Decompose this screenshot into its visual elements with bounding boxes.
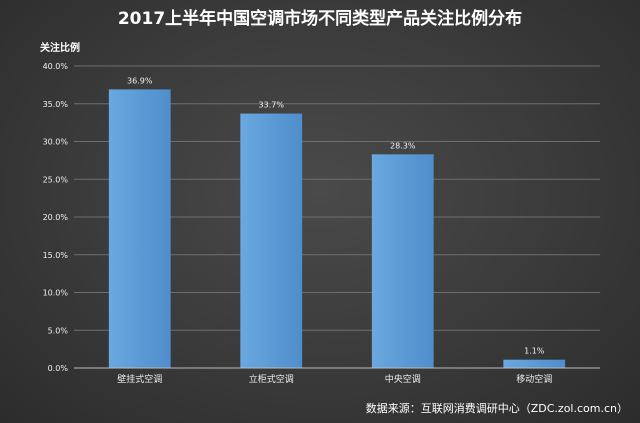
source-note: 数据来源：互联网消费调研中心（ZDC.zol.com.cn） xyxy=(366,401,628,415)
chart-title: 2017上半年中国空调市场不同类型产品关注比例分布 xyxy=(118,8,522,29)
category-label: 壁挂式空调 xyxy=(117,373,162,385)
bar-4 xyxy=(503,359,566,368)
y-tick-label: 25.0% xyxy=(43,175,69,184)
data-label: 36.9% xyxy=(127,76,153,85)
y-tick-label: 15.0% xyxy=(43,251,69,260)
y-tick-label: 0.0% xyxy=(48,364,69,373)
data-label: 33.7% xyxy=(259,101,285,110)
y-tick-label: 10.0% xyxy=(43,289,69,298)
category-label: 立柜式空调 xyxy=(249,373,294,385)
category-label: 中央空调 xyxy=(385,373,421,385)
y-tick-label: 20.0% xyxy=(43,213,69,222)
data-label: 1.1% xyxy=(524,347,545,356)
y-tick-labels: 0.0% 5.0% 10.0% 15.0% 20.0% 25.0% 30.0% 35.0% 40… xyxy=(43,62,69,373)
bar-1 xyxy=(108,89,171,368)
y-tick-label: 40.0% xyxy=(43,62,69,71)
y-tick-label: 5.0% xyxy=(48,326,69,335)
category-label: 移动空调 xyxy=(516,373,552,385)
y-tick-label: 30.0% xyxy=(43,138,69,147)
y-axis-label: 关注比例 xyxy=(40,41,80,54)
data-label: 28.3% xyxy=(390,141,416,150)
bar-2 xyxy=(240,113,303,368)
bars xyxy=(108,89,566,368)
bar-3 xyxy=(371,154,434,368)
category-labels: 壁挂式空调 立柜式空调 中央空调 移动空调 xyxy=(117,373,552,385)
data-labels: 36.9% 33.7% 28.3% 1.1% xyxy=(127,76,545,355)
y-tick-label: 35.0% xyxy=(43,100,69,109)
